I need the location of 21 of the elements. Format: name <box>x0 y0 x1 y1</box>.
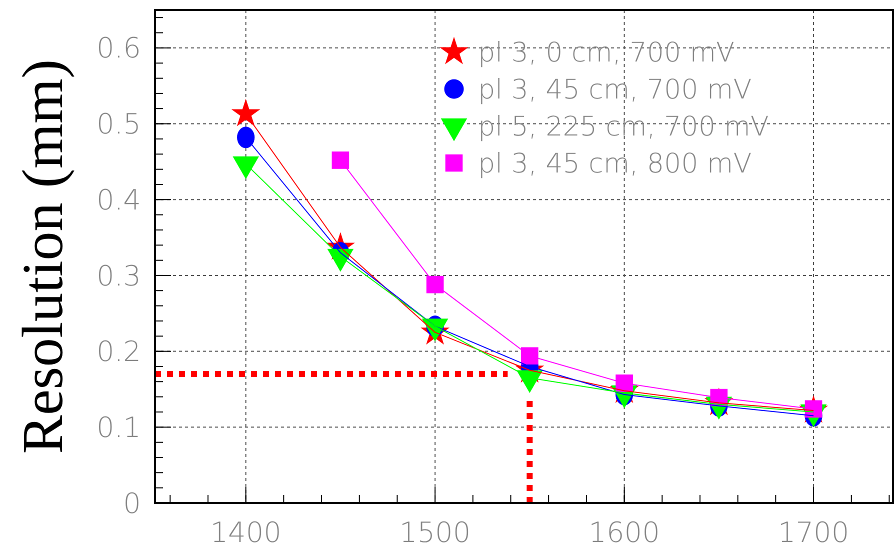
x-tick-label: 1500 <box>399 516 471 549</box>
y-tick-label: 0.2 <box>96 335 141 368</box>
y-tick-label: 0.5 <box>96 108 141 141</box>
legend-label: pl 3, 45 cm, 800 mV <box>478 148 752 180</box>
legend-label: pl 3, 45 cm, 700 mV <box>478 74 752 106</box>
point <box>332 152 350 169</box>
y-tick-label: 0.3 <box>96 259 141 292</box>
point <box>616 374 633 392</box>
x-tick-label: 1600 <box>588 516 660 549</box>
y-tick-label: 0.1 <box>96 410 141 444</box>
x-tick-label: 1400 <box>210 516 282 549</box>
point <box>237 126 255 148</box>
x-tick-label: 1700 <box>778 516 850 549</box>
point <box>521 347 538 365</box>
y-tick-label: 0 <box>123 486 141 520</box>
legend-label: pl 3, 0 cm, 700 mV <box>478 37 735 68</box>
legend-label: pl 5, 225 cm, 700 mV <box>478 111 769 142</box>
y-tick-label: 0.6 <box>96 32 141 65</box>
y-axis-title: Resolution (mm) <box>10 59 75 454</box>
point <box>231 98 260 126</box>
y-tick-label: 0.4 <box>96 183 141 216</box>
